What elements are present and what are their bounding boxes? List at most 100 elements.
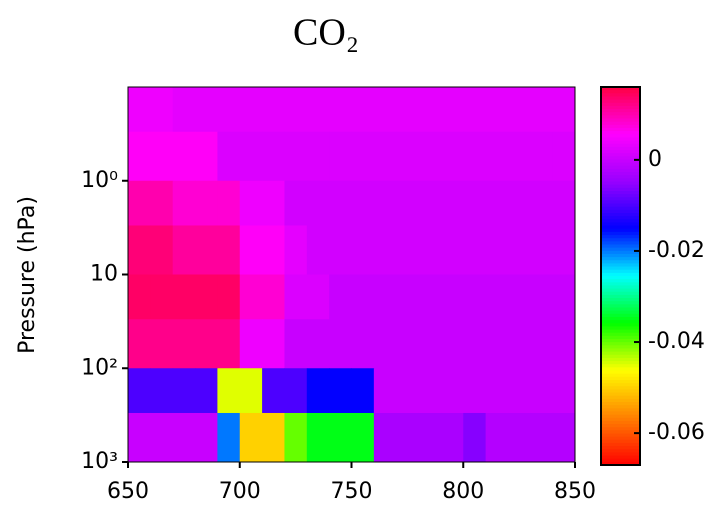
heatmap-cell [552, 274, 576, 320]
heatmap-cell [195, 87, 218, 133]
heatmap-cell [195, 180, 218, 226]
heatmap-cell [351, 131, 375, 182]
colorbar-segment [601, 402, 640, 406]
heatmap-cell [284, 274, 308, 320]
heatmap-cell [440, 368, 464, 414]
heatmap-cell [150, 319, 174, 369]
colorbar-segment [601, 417, 640, 422]
colorbar-segment [601, 247, 640, 252]
colorbar-segment [601, 433, 640, 438]
colorbar-segment [601, 231, 640, 236]
heatmap-cell [150, 225, 174, 275]
colorbar-segment [601, 424, 640, 428]
colorbar-segment [601, 320, 640, 324]
heatmap-cell [239, 180, 263, 226]
colorbar-segment [601, 203, 640, 208]
colorbar-segment [601, 392, 640, 397]
colorbar-segment [601, 99, 640, 104]
colorbar-segment [601, 276, 640, 280]
heatmap-cell [284, 87, 308, 133]
heatmap-cell [507, 412, 531, 463]
heatmap-cell [552, 412, 576, 463]
colorbar-segment [601, 90, 640, 94]
colorbar-segment [601, 165, 640, 170]
colorbar-segment [601, 112, 640, 116]
heatmap-cell [128, 412, 151, 463]
colorbar-segment [601, 452, 640, 457]
colorbar-tick-label: -0.02 [648, 238, 705, 263]
colorbar-segment [601, 348, 640, 353]
heatmap-cell [463, 225, 487, 275]
heatmap-cell [396, 87, 420, 133]
heatmap-cell [128, 368, 151, 414]
colorbar-segment [601, 408, 640, 413]
colorbar-segment [601, 124, 640, 129]
heatmap-cell [552, 87, 576, 133]
heatmap-cell [262, 131, 285, 182]
colorbar-segment [601, 153, 640, 157]
colorbar-segment [601, 115, 640, 120]
heatmap-cell [463, 319, 487, 369]
heatmap-cell [306, 180, 330, 226]
heatmap-cell [239, 225, 263, 275]
heatmap-cell [485, 87, 509, 133]
heatmap-cell [373, 180, 397, 226]
colorbar-segment [601, 446, 640, 450]
heatmap-cell [172, 131, 196, 182]
heatmap-cell [306, 368, 330, 414]
colorbar-segment [601, 313, 640, 318]
colorbar-segment [601, 263, 640, 268]
heatmap-cell [262, 180, 285, 226]
colorbar-segment [601, 461, 640, 466]
heatmap-cell [463, 368, 487, 414]
y-tick-label: 10 [90, 262, 118, 287]
colorbar-segment [601, 257, 640, 261]
colorbar-segment [601, 361, 640, 365]
heatmap-cell [351, 87, 375, 133]
heatmap-cell [217, 319, 241, 369]
colorbar-segment [601, 146, 640, 151]
colorbar-segment [601, 250, 640, 255]
heatmap-cell [306, 131, 330, 182]
heatmap-cell [507, 368, 531, 414]
heatmap-cell [128, 180, 151, 226]
heatmap-cell [507, 225, 531, 275]
heatmap-cell [306, 319, 330, 369]
colorbar-segment [601, 367, 640, 372]
colorbar-segment [601, 357, 640, 362]
heatmap-cell [217, 225, 241, 275]
colorbar-segment [601, 105, 640, 110]
colorbar-segment [601, 301, 640, 305]
heatmap-cell [396, 180, 420, 226]
heatmap-cell [217, 87, 241, 133]
colorbar-segment [601, 282, 640, 287]
heatmap-cell [373, 131, 397, 182]
colorbar-segment [601, 427, 640, 431]
colorbar-segment [601, 87, 640, 91]
colorbar-segment [601, 253, 640, 258]
colorbar-segment [601, 279, 640, 283]
heatmap-cell [172, 87, 196, 133]
heatmap-cell [485, 225, 509, 275]
heatmap-cell [172, 274, 196, 320]
colorbar-segment [601, 269, 640, 274]
heatmap-cell [485, 319, 509, 369]
colorbar-segment [601, 420, 640, 425]
colorbar-tick-label: -0.06 [648, 420, 705, 445]
y-axis-label: Pressure (hPa) [15, 196, 40, 354]
colorbar-segment [601, 455, 640, 460]
colorbar-segment [601, 430, 640, 435]
heatmap-cell [396, 412, 420, 463]
heatmap-cell [530, 319, 554, 369]
colorbar-segment [601, 206, 640, 211]
heatmap-cell [530, 225, 554, 275]
heatmap-cell [485, 274, 509, 320]
colorbar-segment [601, 238, 640, 242]
heatmap-cell [195, 274, 218, 320]
heatmap-cell [150, 368, 174, 414]
colorbar-segment [601, 307, 640, 312]
heatmap-cell [552, 368, 576, 414]
chart-title: CO₂ [293, 12, 359, 54]
colorbar-segment [601, 200, 640, 205]
heatmap-cell [463, 87, 487, 133]
